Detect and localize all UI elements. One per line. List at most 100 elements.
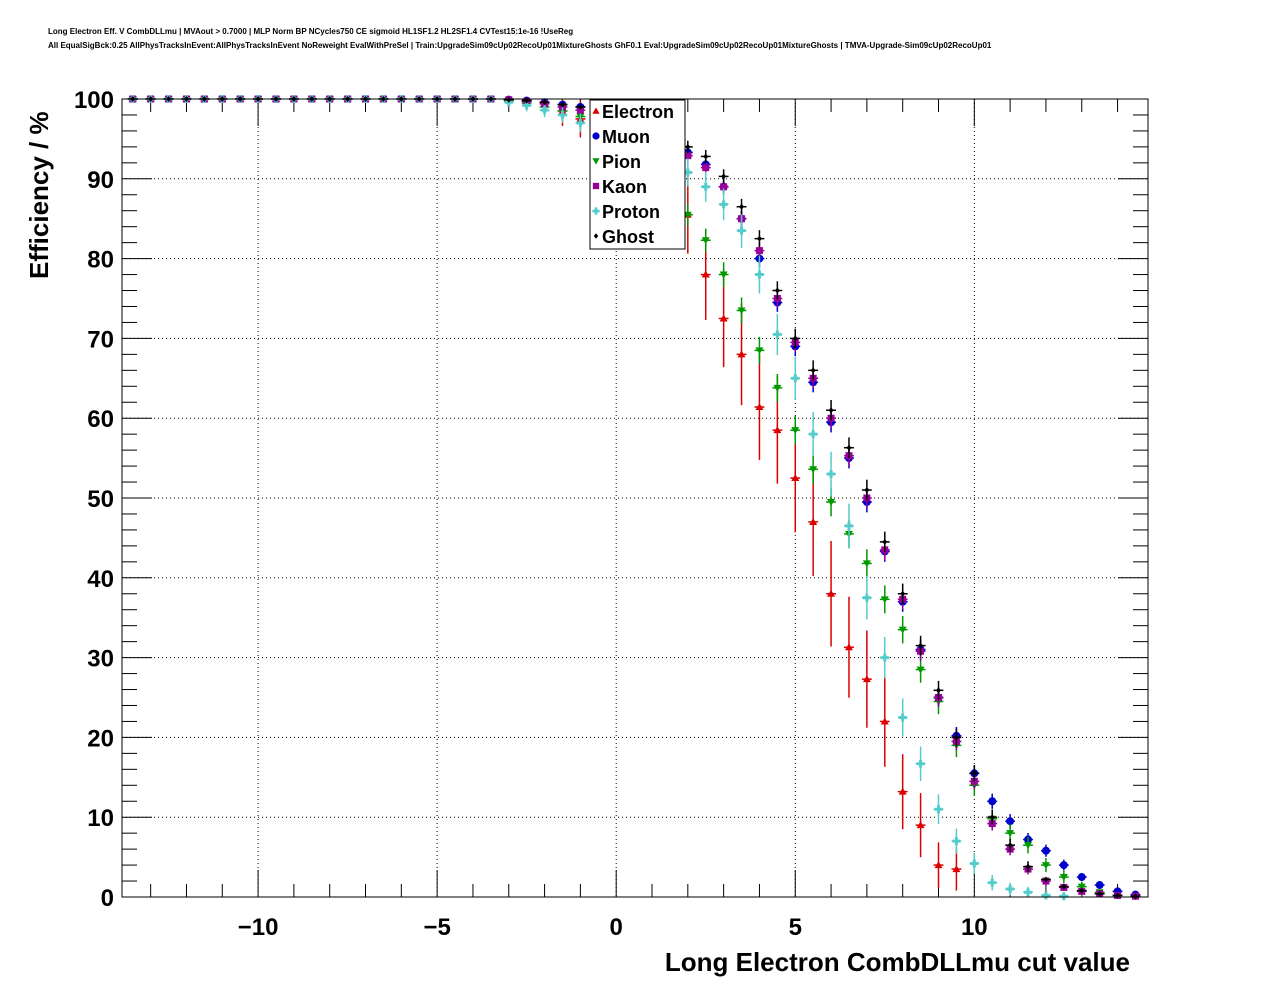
data-point: [1006, 817, 1015, 826]
legend-label: Kaon: [602, 177, 647, 197]
legend-item-proton: Proton: [592, 202, 660, 222]
data-point: [721, 173, 727, 180]
data-point: [810, 367, 816, 374]
diamond-marker-icon: [593, 233, 599, 239]
data-point: [1025, 863, 1031, 870]
data-point: [576, 118, 585, 127]
y-axis-label: Efficiency / %: [24, 111, 54, 279]
data-point: [755, 270, 764, 279]
data-point: [989, 814, 995, 821]
data-point: [988, 878, 997, 887]
cross-marker-icon: [592, 207, 600, 215]
y-tick-label: 100: [74, 87, 114, 114]
data-point: [953, 734, 959, 741]
data-point: [701, 182, 710, 191]
data-point: [792, 335, 798, 342]
data-point: [683, 168, 692, 177]
data-point: [809, 430, 818, 439]
data-point: [970, 859, 979, 868]
data-point: [756, 235, 762, 242]
data-point: [559, 101, 565, 108]
data-point: [719, 314, 728, 322]
data-point: [1132, 893, 1138, 900]
data-point: [702, 164, 710, 172]
data-point: [827, 498, 836, 506]
data-point: [773, 384, 782, 392]
legend: Electron Muon Pion Kaon Proton Ghost: [589, 99, 686, 250]
data-point: [809, 466, 818, 474]
data-point: [684, 152, 692, 160]
data-point: [971, 770, 977, 777]
legend-label: Muon: [602, 127, 650, 147]
data-point: [558, 110, 567, 119]
y-tick-label: 0: [101, 885, 114, 912]
legend-label: Electron: [602, 102, 674, 122]
data-point: [1006, 885, 1015, 894]
data-point: [703, 153, 709, 160]
data-point: [755, 247, 763, 255]
y-tick-label: 80: [87, 247, 114, 274]
data-point: [934, 805, 943, 814]
data-point: [1024, 842, 1033, 850]
data-point: [880, 717, 889, 725]
data-point: [737, 350, 746, 358]
data-point: [701, 237, 710, 245]
data-point: [720, 183, 728, 191]
data-point: [862, 675, 871, 683]
data-point: [577, 103, 583, 110]
data-point: [737, 226, 746, 235]
data-point: [542, 99, 548, 106]
axis-ticks: [122, 98, 1148, 898]
data-point: [1077, 873, 1086, 882]
y-tick-label: 10: [87, 805, 114, 832]
legend-item-ghost: Ghost: [593, 227, 654, 247]
data-point: [1061, 883, 1067, 890]
data-point: [988, 797, 997, 806]
data-point: [791, 474, 800, 482]
data-point: [828, 407, 834, 414]
x-tick-label: 5: [789, 914, 802, 941]
data-point: [506, 96, 512, 103]
y-tick-label: 70: [87, 326, 114, 353]
legend-item-kaon: Kaon: [592, 177, 647, 197]
legend-box: [589, 99, 686, 250]
data-point: [1006, 830, 1015, 838]
data-point: [880, 596, 889, 604]
data-point: [1059, 892, 1068, 901]
x-tick-label: −10: [238, 914, 279, 941]
data-point: [755, 403, 764, 411]
legend-item-pion: Pion: [592, 152, 641, 172]
data-point: [827, 470, 836, 479]
data-point: [936, 687, 942, 694]
data-point: [880, 653, 889, 662]
data-point: [844, 521, 853, 530]
data-point: [1059, 861, 1068, 870]
data-point: [916, 759, 925, 768]
data-point: [540, 106, 549, 115]
data-point: [701, 270, 710, 278]
data-point: [900, 590, 906, 597]
data-point: [864, 487, 870, 494]
data-point: [809, 517, 818, 525]
data-point: [1079, 887, 1085, 894]
data-point: [1077, 883, 1086, 891]
data-point: [898, 787, 907, 795]
data-point: [934, 861, 943, 869]
data-point: [952, 865, 961, 873]
triangle-down-marker-icon: [592, 158, 600, 165]
data-point: [773, 330, 782, 339]
chart-title-line-1: Long Electron Eff. V CombDLLmu | MVAout …: [48, 27, 574, 36]
data-point: [1043, 876, 1049, 883]
data-point: [737, 307, 746, 315]
x-tick-label: 0: [610, 914, 623, 941]
legend-label: Proton: [602, 202, 660, 222]
data-point: [522, 101, 531, 110]
legend-item-muon: Muon: [592, 127, 650, 147]
triangle-up-marker-icon: [592, 107, 600, 114]
x-tick-label: −5: [423, 914, 450, 941]
data-point: [1041, 891, 1050, 900]
x-axis-label: Long Electron CombDLLmu cut value: [665, 947, 1130, 977]
data-point: [862, 593, 871, 602]
